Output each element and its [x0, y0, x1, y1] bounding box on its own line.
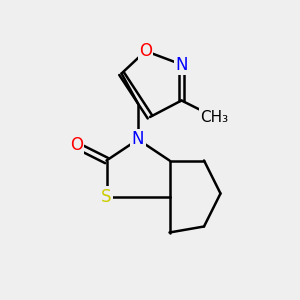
Text: O: O — [70, 136, 83, 154]
Text: S: S — [101, 188, 112, 206]
Text: N: N — [175, 56, 188, 74]
Text: O: O — [139, 42, 152, 60]
Text: N: N — [132, 130, 144, 148]
Text: CH₃: CH₃ — [200, 110, 229, 124]
